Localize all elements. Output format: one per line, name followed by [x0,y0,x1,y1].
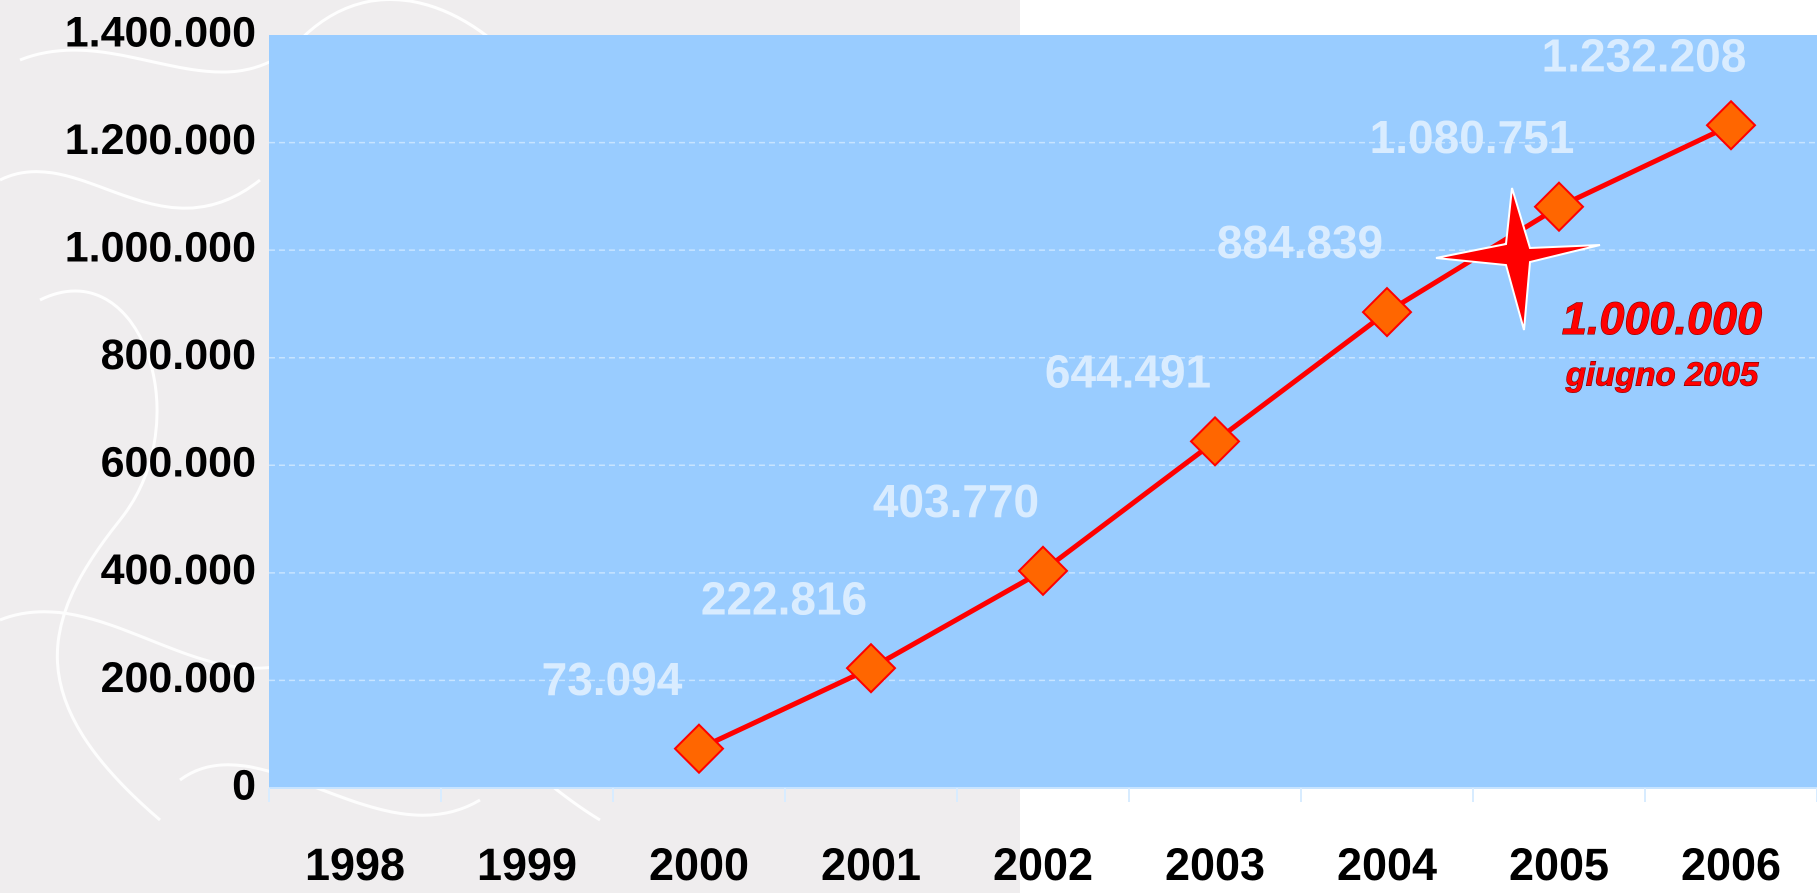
y-tick-label: 1.400.000 [65,8,256,56]
data-point [1533,181,1585,233]
y-tick-label: 1.200.000 [65,116,256,164]
x-tick-label: 1998 [305,839,405,890]
x-tick-label: 2001 [821,839,921,890]
y-tick-label: 200.000 [101,654,256,702]
y-tick-label: 1.000.000 [65,224,256,272]
data-point [1189,415,1241,467]
milestone: 1.000.000 giugno 2005 [1435,187,1763,393]
data-point [1705,99,1757,151]
y-tick-label: 800.000 [101,331,256,379]
milestone-star [1435,187,1601,331]
y-tick-label: 600.000 [101,439,256,487]
y-tick-label: 0 [232,761,256,809]
x-tick-label: 2004 [1337,839,1437,890]
data-label: 222.816 [701,572,867,624]
data-point [1361,286,1413,338]
data-label: 884.839 [1217,216,1383,268]
data-point [673,723,725,775]
milestone-sublabel: giugno 2005 [1565,356,1759,393]
data-label: 644.491 [1045,346,1211,398]
data-label: 1.232.208 [1542,29,1747,81]
y-tick-label: 400.000 [101,546,256,594]
x-tick-label: 1999 [477,839,577,890]
data-label: 403.770 [873,475,1039,527]
milestone-label: 1.000.000 [1562,293,1762,344]
data-point [845,642,897,694]
data-point [1017,545,1069,597]
x-tick-label: 2003 [1165,839,1265,890]
x-tick-label: 2005 [1509,839,1609,890]
data-label: 1.080.751 [1370,111,1575,163]
data-label: 73.094 [542,653,683,705]
plot-area [269,35,1817,788]
x-tick-label: 2002 [993,839,1093,890]
x-tick-label: 2000 [649,839,749,890]
x-tick-label: 2006 [1681,839,1781,890]
